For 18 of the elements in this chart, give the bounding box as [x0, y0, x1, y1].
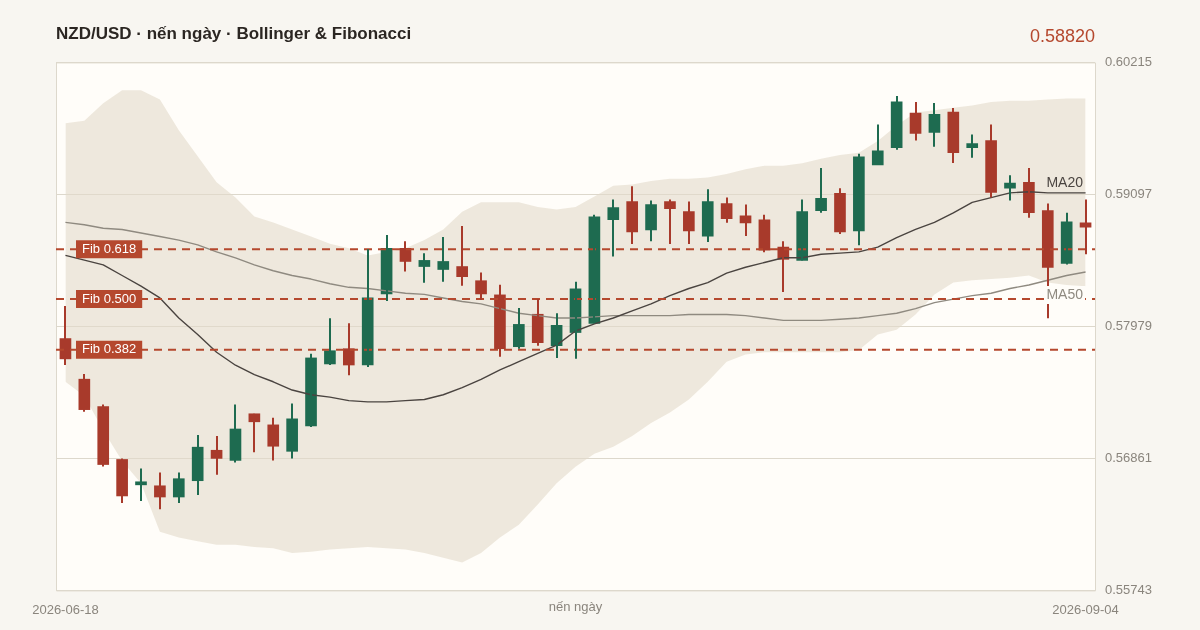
- candlestick: [1004, 174, 1016, 202]
- y-tick-label: 0.55743: [1105, 581, 1153, 597]
- text: nến ngày: [548, 598, 603, 614]
- candlestick: [135, 467, 147, 503]
- series-label: MA50: [1046, 285, 1084, 302]
- y-tick-label: 0.60215: [1105, 53, 1153, 69]
- series-label: MA20: [1046, 173, 1084, 190]
- x-tick-label: 2026-09-04: [1052, 601, 1119, 617]
- y-tick-label: 0.56861: [1105, 449, 1153, 465]
- x-tick-label: 2026-06-18: [32, 601, 99, 617]
- y-tick-label: 0.59097: [1105, 185, 1153, 201]
- chart-title: NZD/USD · nến ngày · Bollinger & Fibonacci: [56, 23, 412, 43]
- ref-line-label: Fib 0.618: [82, 240, 137, 256]
- text: 0.58820: [1029, 25, 1096, 46]
- candlestick: [966, 133, 979, 159]
- y-tick-label: 0.57979: [1105, 317, 1153, 333]
- ref-line-label: Fib 0.382: [82, 341, 137, 357]
- ref-line-label: Fib 0.500: [82, 290, 137, 306]
